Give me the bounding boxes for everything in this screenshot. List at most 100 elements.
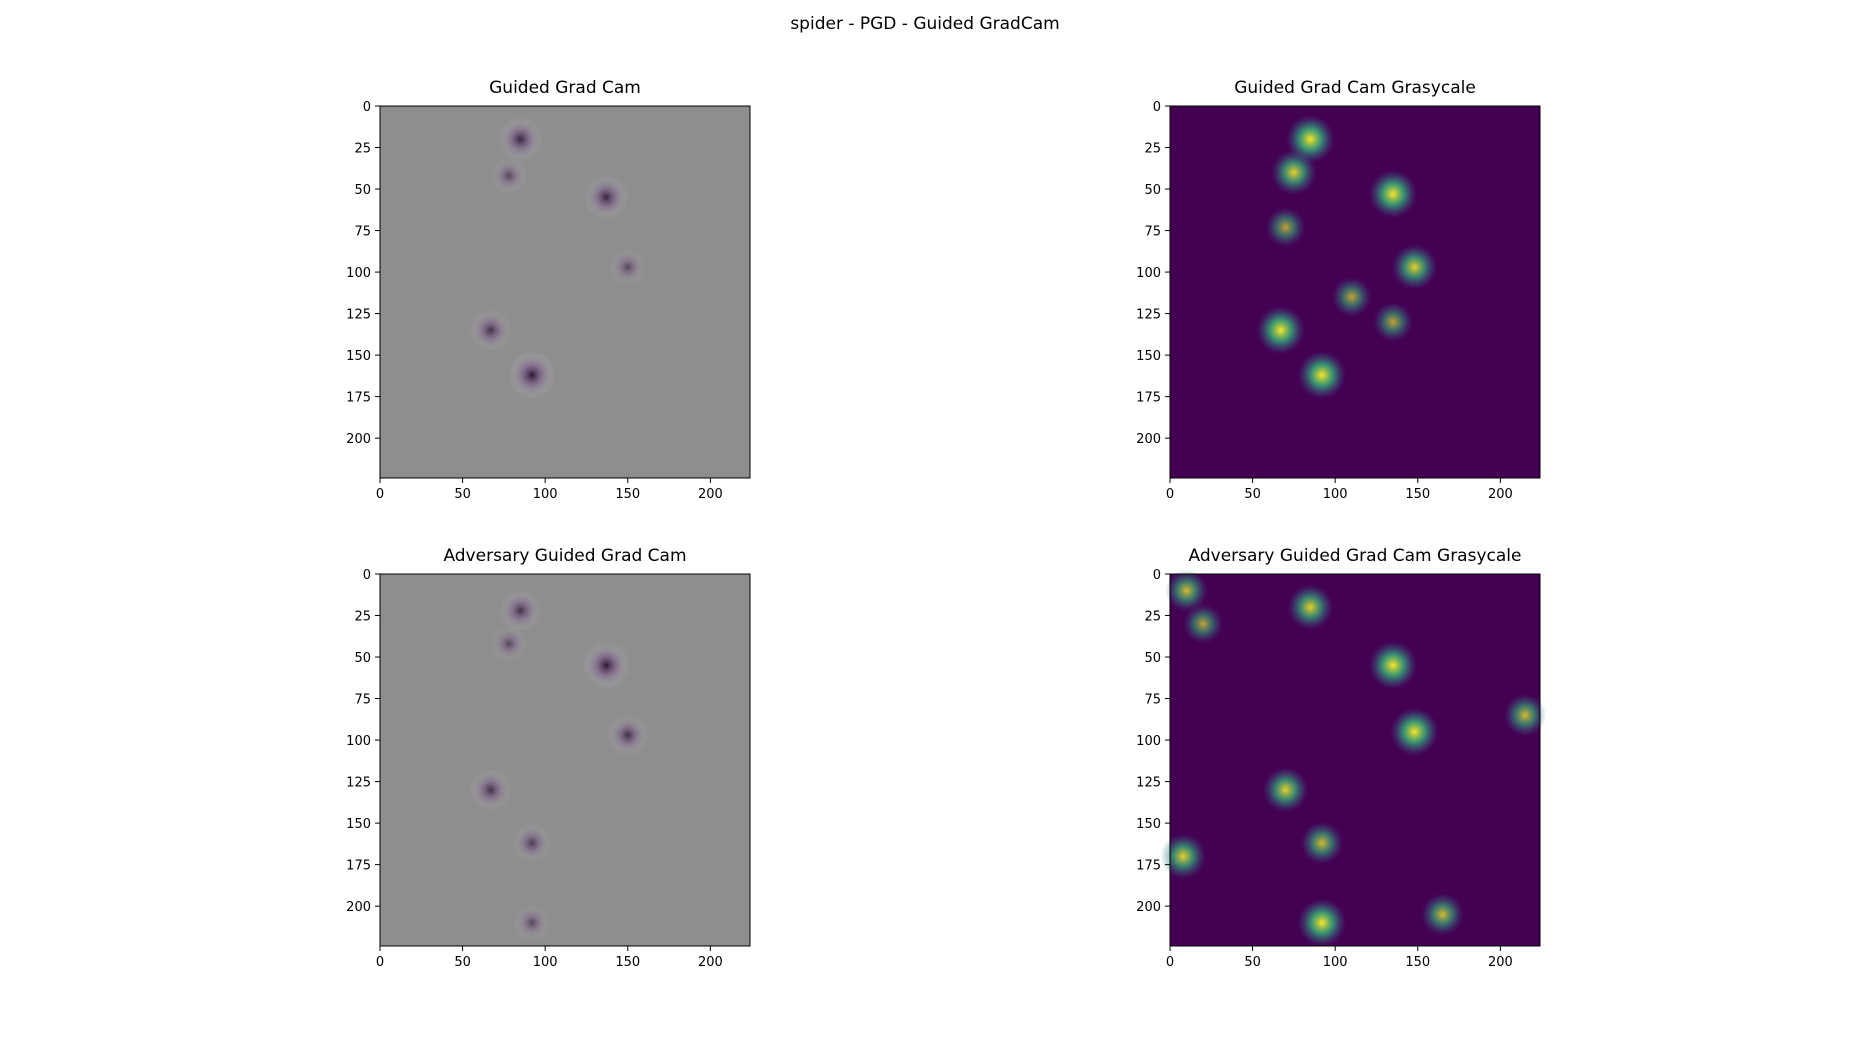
heatmap-hotspot [1288,585,1333,630]
heatmap-hotspot [490,625,527,662]
x-tick-label: 0 [376,955,384,970]
y-tick-label: 50 [1144,183,1161,198]
y-tick-label: 50 [354,651,371,666]
x-tick-label: 50 [454,487,471,502]
heatmap-hotspot [584,175,629,220]
panel-guided-grad-cam-grayscale: Guided Grad Cam Grasycale 0 50 100 150 200 0 2… [1170,106,1540,478]
x-tick-label: 0 [1166,955,1174,970]
heatmap-guided-grad-cam-grayscale: 0 50 100 150 200 0 25 50 75 100 125 150 175 200 [1170,106,1540,478]
heatmap-hotspot [1301,822,1343,864]
x-tick-label: 100 [1323,487,1348,502]
y-tick-label: 200 [1136,432,1161,447]
y-tick-label: 25 [354,142,371,157]
heatmap-guided-grad-cam: 0 50 100 150 200 0 25 50 75 100 125 150 175 200 [380,106,750,478]
x-tick-label: 100 [533,487,558,502]
y-tick-label: 175 [1136,391,1161,406]
x-tick-label: 100 [533,955,558,970]
heatmap-background [380,106,750,478]
heatmap-hotspot [1161,834,1206,879]
y-tick-label: 50 [1144,651,1161,666]
heatmap-hotspot [1390,708,1438,756]
heatmap-hotspot [469,769,511,811]
panel-adversary-guided-grad-cam-grayscale: Adversary Guided Grad Cam Grasycale 0 50 1… [1170,574,1540,946]
panel-title: Guided Grad Cam [380,78,750,98]
y-tick-label: 75 [354,225,371,240]
heatmap-hotspot [1298,899,1346,947]
x-tick-label: 150 [615,487,640,502]
figure-title: spider - PGD - Guided GradCam [0,14,1850,34]
y-tick-label: 200 [346,900,371,915]
y-tick-label: 50 [354,183,371,198]
y-tick-label: 25 [1144,142,1161,157]
y-tick-label: 75 [354,693,371,708]
heatmap-adversary-guided-grad-cam-grayscale: 0 50 100 150 200 0 25 50 75 100 125 150 175 200 [1170,574,1540,946]
y-tick-label: 150 [1136,817,1161,832]
x-tick-label: 0 [1166,487,1174,502]
panel-adversary-guided-grad-cam: Adversary Guided Grad Cam 0 50 100 150 200 0 2… [380,574,750,946]
y-tick-label: 25 [354,610,371,625]
x-tick-label: 150 [1405,955,1430,970]
y-tick-label: 0 [1153,568,1161,583]
x-tick-label: 150 [615,955,640,970]
y-tick-label: 150 [1136,349,1161,364]
panel-title: Guided Grad Cam Grasycale [1170,78,1540,98]
heatmap-hotspot [1369,641,1417,689]
heatmap-hotspot [1183,604,1223,644]
y-tick-label: 100 [346,734,371,749]
heatmap-background [380,574,750,946]
x-tick-label: 150 [1405,487,1430,502]
y-tick-label: 0 [363,568,371,583]
y-tick-label: 125 [1136,308,1161,323]
heatmap-background [1170,574,1540,946]
x-tick-label: 50 [454,955,471,970]
heatmap-hotspot [1332,277,1372,317]
x-tick-label: 200 [1488,955,1513,970]
y-tick-label: 25 [1144,610,1161,625]
heatmap-hotspot [508,351,556,399]
heatmap-hotspot [582,641,630,689]
heatmap-hotspot [607,714,649,756]
y-tick-label: 125 [1136,776,1161,791]
y-tick-label: 100 [1136,734,1161,749]
y-tick-label: 125 [346,776,371,791]
x-tick-label: 0 [376,487,384,502]
panel-title: Adversary Guided Grad Cam Grasycale [1170,546,1540,566]
x-tick-label: 50 [1244,487,1261,502]
x-tick-label: 50 [1244,955,1261,970]
y-tick-label: 175 [1136,859,1161,874]
y-tick-label: 125 [346,308,371,323]
heatmap-hotspot [1257,306,1305,354]
x-tick-label: 200 [698,487,723,502]
panel-title: Adversary Guided Grad Cam [380,546,750,566]
heatmap-adversary-guided-grad-cam: 0 50 100 150 200 0 25 50 75 100 125 150 175 200 [380,574,750,946]
panel-guided-grad-cam: Guided Grad Cam 0 50 100 150 200 0 25 50 75 100 12… [380,106,750,478]
x-tick-label: 200 [1488,487,1513,502]
heatmap-hotspot [609,249,646,286]
y-tick-label: 175 [346,859,371,874]
y-tick-label: 0 [363,100,371,115]
heatmap-hotspot [1271,150,1316,195]
y-tick-label: 175 [346,391,371,406]
heatmap-hotspot [498,117,543,162]
heatmap-hotspot [1263,767,1308,812]
heatmap-hotspot [1298,351,1346,399]
heatmap-hotspot [499,589,541,631]
heatmap-hotspot [1369,170,1417,218]
heatmap-hotspot [1421,893,1463,935]
x-tick-label: 200 [698,955,723,970]
heatmap-hotspot [490,157,527,194]
heatmap-hotspot [1373,302,1413,342]
heatmap-hotspot [1266,207,1306,247]
heatmap-hotspot [1392,244,1437,289]
y-tick-label: 100 [346,266,371,281]
y-tick-label: 200 [1136,900,1161,915]
y-tick-label: 150 [346,349,371,364]
heatmap-hotspot [512,823,552,863]
y-tick-label: 0 [1153,100,1161,115]
y-tick-label: 200 [346,432,371,447]
heatmap-hotspot [514,904,551,941]
y-tick-label: 150 [346,817,371,832]
y-tick-label: 75 [1144,693,1161,708]
x-tick-label: 100 [1323,955,1348,970]
y-tick-label: 100 [1136,266,1161,281]
